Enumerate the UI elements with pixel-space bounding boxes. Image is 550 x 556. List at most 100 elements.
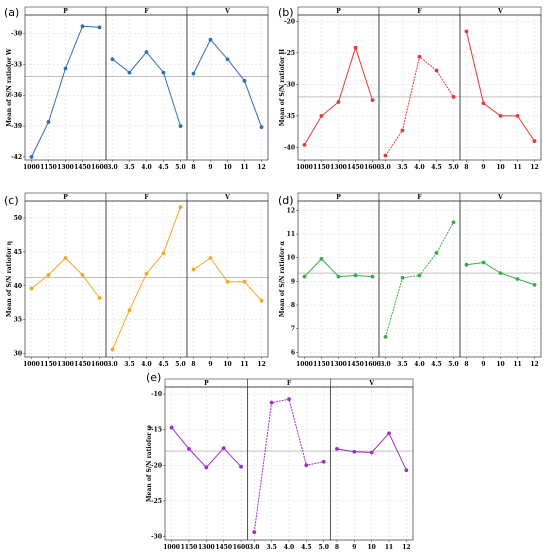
y-axis-label: Mean of S/N ratiofor η <box>6 241 13 317</box>
facet-p: P 1000 1150 1300 1450 1600 <box>296 6 381 171</box>
chart-panel-e: (e) Mean of S/N ratiofor φ P 1000 1150 1300 14… <box>146 371 414 551</box>
y-tick-label: 6 <box>291 349 295 356</box>
x-tick-label: 1150 <box>40 164 57 171</box>
facet-strip-label: P <box>63 8 68 15</box>
data-point <box>225 57 230 62</box>
data-point <box>191 71 196 76</box>
data-point <box>404 468 409 473</box>
x-tick-label: 3.5 <box>124 361 134 368</box>
x-tick-label: 8 <box>464 361 468 368</box>
facet-f: F 3.0 3.5 4.0 4.5 5.0 <box>378 6 461 171</box>
data-point <box>46 273 51 277</box>
y-axis-label: Mean of S/N ratiofor W <box>6 48 13 127</box>
data-point <box>532 283 537 287</box>
x-tick-label: 1000 <box>23 164 40 171</box>
data-point <box>63 66 68 71</box>
data-point <box>287 397 291 401</box>
data-point <box>144 271 149 276</box>
data-point <box>335 447 339 451</box>
facet-strip-label: P <box>336 194 341 201</box>
data-point <box>208 37 213 42</box>
facet-strip-label: F <box>144 8 149 15</box>
x-tick-label: 3.0 <box>380 361 390 368</box>
data-point <box>29 155 34 159</box>
x-tick-label: 4.0 <box>414 164 424 171</box>
y-tick-label: -20 <box>151 462 162 469</box>
y-tick-label: 40 <box>14 283 22 290</box>
y-tick-label: -10 <box>151 391 162 398</box>
x-tick-label: 1150 <box>181 544 198 551</box>
data-point <box>383 153 388 158</box>
x-tick-label: 10 <box>496 164 504 171</box>
x-tick-label: 9 <box>208 361 212 368</box>
x-tick-label: 1000 <box>23 361 40 368</box>
x-tick-label: 1300 <box>57 361 74 368</box>
x-tick-label: 4.5 <box>431 164 441 171</box>
y-tick-label: 11 <box>287 231 295 238</box>
x-tick-label: 4.5 <box>158 361 168 368</box>
data-point <box>127 70 132 75</box>
x-tick-label: 5.0 <box>175 361 185 368</box>
facet-p: P 1000 1150 1300 1450 1600 <box>163 378 249 551</box>
x-tick-label: 1600 <box>91 361 108 368</box>
y-tick-label: -20 <box>284 18 295 25</box>
x-tick-label: 12 <box>530 164 538 171</box>
x-tick-label: 9 <box>208 164 212 171</box>
x-tick-label: 1300 <box>330 164 347 171</box>
data-point <box>319 113 324 118</box>
data-point <box>127 308 132 313</box>
y-tick-label: -42 <box>11 154 22 161</box>
chart-panel-b: (b) Mean of S/N ratiofor H P 1000 1150 1300 14… <box>278 6 542 171</box>
data-point <box>387 431 391 436</box>
chart-panel-a: (a) Mean of S/N ratiofor W P 1000 1150 1300 14… <box>4 6 269 171</box>
x-tick-label: 12 <box>530 361 538 368</box>
y-tick-label: -25 <box>284 50 295 57</box>
data-point <box>239 464 243 469</box>
x-tick-label: 11 <box>513 361 521 368</box>
data-point <box>498 113 503 118</box>
data-point <box>178 124 183 128</box>
y-tick-label: -36 <box>11 92 22 99</box>
facet-f: F 3.0 3.5 4.0 4.5 5.0 <box>105 6 188 171</box>
x-tick-label: 4.0 <box>284 544 294 551</box>
panel-label: (b) <box>278 6 294 19</box>
data-point <box>178 205 183 210</box>
y-axis-label: Mean of S/N ratiofor H <box>279 49 286 127</box>
data-point <box>400 128 405 133</box>
facet-frame <box>186 200 269 358</box>
x-tick-label: 3.5 <box>397 361 407 368</box>
data-point <box>417 273 422 278</box>
data-point <box>417 54 422 59</box>
data-point <box>169 425 174 430</box>
x-tick-label: 11 <box>240 361 248 368</box>
x-tick-label: 10 <box>223 164 231 171</box>
data-point <box>110 347 115 352</box>
facet-strip-label: V <box>224 8 230 15</box>
facet-frame <box>186 14 269 161</box>
x-tick-label: 11 <box>385 544 393 551</box>
chart-panel-d: (d) Mean of S/N ratiofor α P 1000 1150 1300 14… <box>278 192 542 368</box>
facet-v: V 8 9 10 11 12 <box>459 6 542 171</box>
x-tick-label: 4.5 <box>431 361 441 368</box>
x-tick-label: 3.5 <box>124 164 134 171</box>
x-tick-label: 3.0 <box>107 164 117 171</box>
panel-label: (a) <box>4 6 19 19</box>
y-tick-label: 50 <box>14 215 22 222</box>
x-tick-label: 1450 <box>347 164 364 171</box>
x-tick-label: 1000 <box>296 361 313 368</box>
data-point <box>532 139 537 143</box>
data-point <box>269 400 274 405</box>
data-point <box>383 335 388 339</box>
panel-label: (c) <box>4 194 19 207</box>
facet-frame <box>329 386 414 541</box>
y-tick-label: 9 <box>291 278 295 285</box>
x-tick-label: 4.0 <box>414 361 424 368</box>
x-tick-label: 3.0 <box>249 544 259 551</box>
x-tick-label: 1000 <box>163 544 180 551</box>
data-point <box>208 256 213 260</box>
y-tick-label: -35 <box>284 113 295 120</box>
x-tick-label: 11 <box>240 164 248 171</box>
y-tick-label: 45 <box>14 249 22 256</box>
data-point <box>515 277 520 281</box>
data-point <box>353 45 358 50</box>
